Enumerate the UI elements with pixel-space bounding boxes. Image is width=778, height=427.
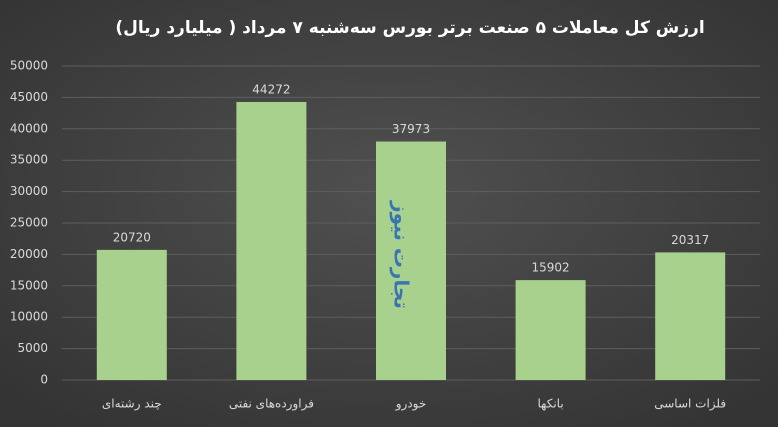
y-tick-label: 35000 xyxy=(10,153,48,167)
value-label: 20317 xyxy=(671,233,709,247)
y-tick-label: 5000 xyxy=(17,341,48,355)
bar xyxy=(515,280,586,380)
bar xyxy=(236,101,307,381)
y-tick-label: 30000 xyxy=(10,184,48,198)
x-tick-label: چند رشته‌ای xyxy=(102,397,162,412)
y-tick-label: 0 xyxy=(40,373,48,387)
value-label: 44272 xyxy=(252,82,290,96)
x-tick-label: بانکها xyxy=(538,397,564,411)
value-label: 15902 xyxy=(532,261,570,275)
y-tick-label: 20000 xyxy=(10,247,48,261)
y-tick-label: 45000 xyxy=(10,90,48,104)
y-tick-label: 40000 xyxy=(10,121,48,135)
watermark: تجارت نیوز xyxy=(390,200,414,309)
y-tick-label: 15000 xyxy=(10,278,48,292)
value-label: 37973 xyxy=(392,122,430,136)
chart-title: ارزش کل معاملات ۵ صنعت برتر بورس سه‌شنبه… xyxy=(115,18,704,38)
bar xyxy=(376,141,446,380)
y-tick-label: 50000 xyxy=(10,59,48,73)
y-tick-label: 10000 xyxy=(10,310,48,324)
bar xyxy=(96,249,167,380)
x-tick-label: خودرو xyxy=(395,397,427,412)
x-tick-label: فراورده‌های نفتی xyxy=(229,397,314,412)
value-label: 20720 xyxy=(113,230,151,244)
x-tick-label: فلزات اساسی xyxy=(654,397,726,412)
y-tick-label: 25000 xyxy=(10,216,48,230)
bar xyxy=(655,252,726,380)
